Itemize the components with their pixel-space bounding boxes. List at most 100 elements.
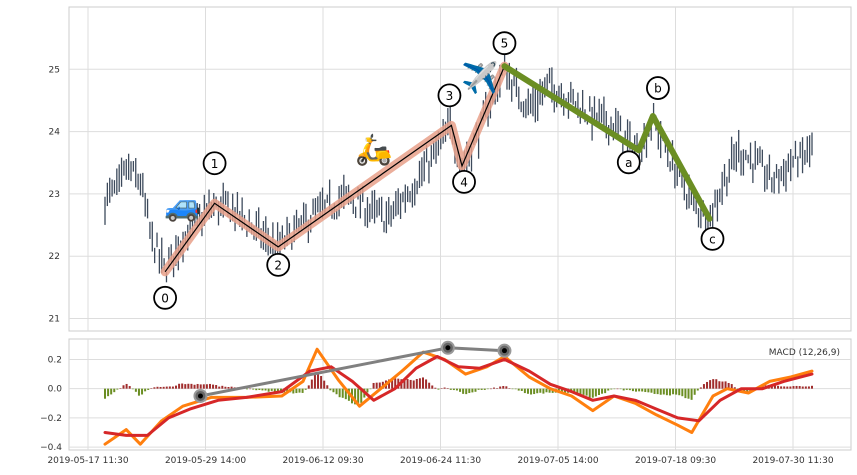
macd-hist-bar	[208, 383, 211, 389]
macd-hist-bar	[320, 376, 323, 389]
macd-hist-bar	[560, 388, 563, 393]
macd-hist-bar	[459, 388, 462, 392]
macd-hist-bar	[249, 388, 252, 390]
macd-hist-bar	[681, 388, 684, 397]
macd-hist-bar	[789, 386, 792, 389]
macd-hist-bar	[530, 388, 533, 395]
macd-hist-bar	[344, 388, 347, 400]
macd-hist-bar	[354, 388, 357, 405]
macd-hist-bar	[650, 388, 653, 393]
macd-hist-bar	[394, 378, 397, 389]
wave-label-a: a	[625, 156, 632, 170]
macd-hist-bar	[542, 388, 545, 394]
macd-hist-bar	[668, 388, 671, 396]
macd-hist-bar	[372, 382, 375, 389]
macd-hist-bar	[811, 385, 813, 389]
macd-hist-bar	[246, 388, 249, 390]
waves-layer	[160, 61, 713, 277]
macd-hist-bar	[644, 388, 647, 393]
macd-hist-bar	[134, 388, 137, 392]
wave-label-b: b	[654, 82, 662, 96]
macd-hist-bar	[696, 388, 699, 391]
macd-hist-bar	[653, 388, 656, 394]
macd-hist-bar	[391, 379, 394, 389]
price-y-tick-label: 21	[49, 315, 60, 325]
macd-hist-bar	[792, 386, 795, 389]
x-tick-label: 2019-06-12 09:30	[282, 456, 363, 466]
macd-hist-bar	[709, 380, 712, 389]
macd-hist-bar	[437, 388, 440, 390]
macd-hist-bar	[125, 383, 128, 389]
macd-hist-bar	[110, 388, 113, 395]
macd-hist-bar	[326, 385, 329, 389]
macd-hist-bar	[675, 388, 678, 395]
wave-label-circle	[616, 150, 641, 175]
macd-y-tick-label: −0.2	[40, 414, 62, 424]
macd-hist-bar	[693, 388, 696, 395]
macd-hist-bar	[465, 388, 468, 395]
macd-hist-bar	[341, 388, 344, 398]
macd-hist-bar	[137, 388, 140, 396]
macd-hist-bar	[517, 388, 520, 391]
macd-hist-bar	[261, 388, 264, 391]
macd-hist-bar	[218, 386, 221, 389]
macd-hist-bar	[443, 387, 446, 389]
macd-hist-bar	[224, 386, 227, 389]
wave-label-circle	[700, 226, 725, 251]
macd-hist-bar	[357, 388, 360, 406]
price-y-tick-label: 24	[49, 128, 61, 138]
macd-hist-bar	[746, 388, 749, 393]
macd-legend: MACD (12,26,9)	[769, 348, 840, 358]
macd-hist-bar	[412, 380, 415, 389]
macd-hist-bar	[147, 388, 150, 390]
macd-y-tick-label: −0.4	[40, 443, 62, 453]
macd-hist-bar	[162, 386, 165, 389]
correction-wave-line	[501, 63, 713, 222]
macd-hist-bar	[616, 388, 619, 390]
macd-hist-bar	[619, 388, 622, 390]
macd-hist-bar	[486, 388, 489, 390]
macd-hist-bar	[255, 388, 258, 391]
macd-hist-bar	[196, 383, 199, 389]
macd-hist-bar	[591, 388, 594, 398]
macd-hist-bar	[449, 388, 452, 390]
macd-lines-layer	[103, 340, 814, 446]
macd-hist-bar	[378, 382, 381, 389]
macd-hist-bar	[715, 379, 718, 389]
axis-layer: 2019-05-17 11:30 2019-05-29 14:00 2019-06-…	[40, 65, 834, 466]
macd-hist-bar	[483, 388, 486, 390]
macd-hist-bar	[702, 384, 705, 389]
macd-hist-bar	[462, 388, 465, 394]
macd-hist-bar	[131, 388, 134, 390]
macd-hist-bar	[113, 388, 116, 393]
macd-hist-bar	[526, 388, 529, 394]
macd-hist-bar	[474, 388, 477, 392]
macd-hist-bar	[193, 384, 196, 389]
macd-hist-bar	[440, 388, 443, 389]
macd-hist-bar	[205, 384, 208, 389]
macd-hist-bar	[270, 388, 273, 391]
emoji-layer: 🚙 🛵 ✈️	[164, 59, 498, 224]
macd-hist-bar	[798, 386, 801, 389]
macd-hist-bar	[548, 388, 551, 393]
macd-hist-bar	[116, 388, 119, 390]
x-tick-label: 2019-06-24 11:30	[400, 456, 481, 466]
macd-hist-bar	[335, 388, 338, 395]
macd-hist-bar	[533, 388, 536, 395]
macd-hist-bar	[545, 388, 548, 393]
macd-hist-bar	[662, 388, 665, 395]
macd-hist-bar	[576, 388, 579, 395]
price-y-tick-label: 23	[49, 190, 60, 200]
macd-hist-bar	[369, 388, 372, 390]
macd-hist-bar	[144, 388, 147, 392]
macd-hist-bar	[276, 388, 279, 392]
macd-hist-bar	[107, 388, 110, 397]
x-tick-label: 2019-07-05 14:00	[517, 456, 598, 466]
divergence-node-dot	[197, 393, 203, 399]
macd-hist-bar	[292, 388, 295, 394]
macd-hist-bar	[471, 388, 474, 393]
airplane-emoji: ✈️	[461, 59, 498, 96]
macd-hist-bar	[780, 386, 783, 389]
macd-hist-bar	[659, 388, 662, 395]
